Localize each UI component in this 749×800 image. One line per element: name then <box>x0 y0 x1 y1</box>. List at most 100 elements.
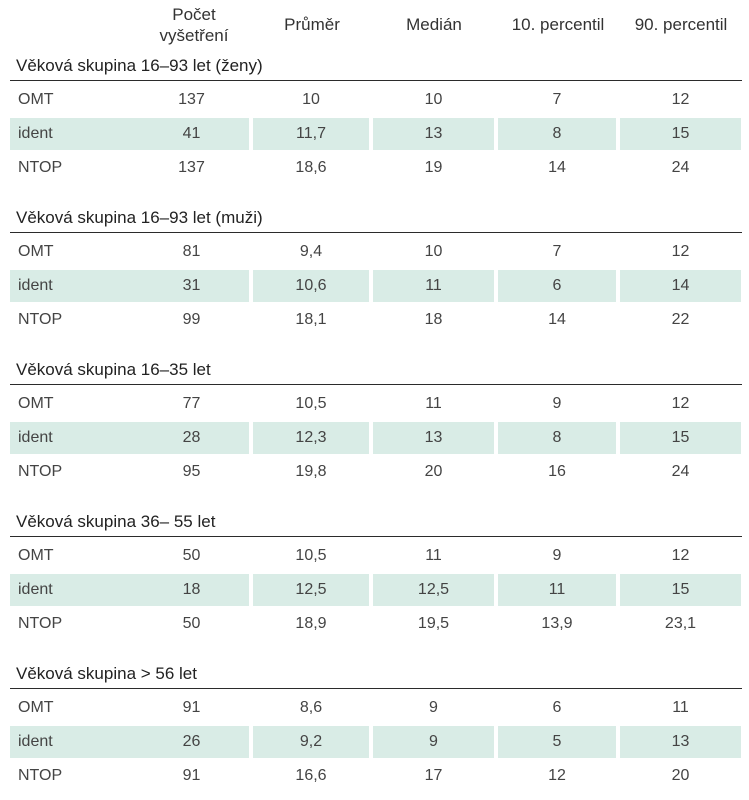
cell-p10: 7 <box>552 243 562 260</box>
cell-count: 41 <box>134 118 249 150</box>
cell-p10: 8 <box>498 422 616 454</box>
cell-p90: 15 <box>620 574 741 606</box>
cell-p10: 5 <box>498 726 616 758</box>
table-row: NTOP 91 16,6 17 12 20 <box>0 760 749 792</box>
group-divider <box>10 688 742 689</box>
cell-median: 11 <box>425 547 442 564</box>
cell-count: 50 <box>182 547 201 564</box>
row-label: ident <box>10 726 137 758</box>
cell-mean: 16,6 <box>295 767 327 784</box>
cell-mean: 18,6 <box>295 159 327 176</box>
row-label: OMT <box>18 91 54 108</box>
group-title: Věková skupina 16–35 let <box>16 360 211 379</box>
cell-count: 137 <box>178 91 205 108</box>
cell-median: 19,5 <box>417 615 450 632</box>
header-count-line1: Počet <box>172 5 216 24</box>
cell-p90: 22 <box>671 311 690 328</box>
cell-mean: 10,6 <box>253 270 369 302</box>
cell-median: 17 <box>424 767 443 784</box>
cell-p10: 6 <box>498 270 616 302</box>
cell-p90: 15 <box>620 422 741 454</box>
group-title: Věková skupina 16–93 let (muži) <box>16 208 263 227</box>
row-label: OMT <box>18 547 54 564</box>
table-row: ident 41 11,7 13 8 15 <box>0 118 749 150</box>
cell-p10: 8 <box>498 118 616 150</box>
cell-p90: 24 <box>671 159 690 176</box>
cell-mean: 10 <box>302 91 320 108</box>
group-divider <box>10 232 742 233</box>
header-count: Počet vyšetření <box>136 4 252 46</box>
cell-p10: 14 <box>548 159 566 176</box>
row-label: ident <box>10 118 137 150</box>
cell-p90: 12 <box>671 91 690 108</box>
cell-mean: 8,6 <box>299 699 323 716</box>
row-label: NTOP <box>18 159 63 176</box>
group-divider <box>10 384 742 385</box>
table-header: Počet vyšetření Průměr Medián 10. percen… <box>0 0 749 54</box>
cell-mean: 18,9 <box>295 615 327 632</box>
cell-count: 28 <box>134 422 249 454</box>
header-count-line2: vyšetření <box>159 26 229 45</box>
cell-mean: 10,5 <box>295 395 327 412</box>
cell-p90: 24 <box>671 463 690 480</box>
cell-p90: 11 <box>672 699 689 716</box>
cell-p10: 14 <box>548 311 566 328</box>
cell-p90: 12 <box>671 243 690 260</box>
table-row: ident 31 10,6 11 6 14 <box>0 270 749 302</box>
table-row: NTOP 50 18,9 19,5 13,9 23,1 <box>0 608 749 640</box>
cell-median: 20 <box>424 463 443 480</box>
cell-p90: 12 <box>671 547 690 564</box>
age-group-16-35: Věková skupina 16–35 let OMT 77 10,5 11 … <box>0 359 749 489</box>
cell-mean: 19,8 <box>295 463 327 480</box>
cell-mean: 9,2 <box>253 726 369 758</box>
table-row: OMT 81 9,4 10 7 12 <box>0 236 749 268</box>
cell-p10: 6 <box>552 699 562 716</box>
cell-p10: 13,9 <box>541 615 573 632</box>
age-group-over-56: Věková skupina > 56 let OMT 91 8,6 9 6 1… <box>0 663 749 793</box>
cell-mean: 12,3 <box>253 422 369 454</box>
cell-median: 10 <box>424 91 443 108</box>
table-row: ident 28 12,3 13 8 15 <box>0 422 749 454</box>
row-label: OMT <box>18 699 54 716</box>
table-row: ident 18 12,5 12,5 11 15 <box>0 574 749 606</box>
cell-p10: 12 <box>548 767 566 784</box>
cell-p90: 13 <box>620 726 741 758</box>
row-label: NTOP <box>18 463 63 480</box>
row-label: OMT <box>18 395 54 412</box>
row-label: NTOP <box>18 767 63 784</box>
cell-count: 91 <box>182 767 201 784</box>
header-p10: 10. percentil <box>511 15 605 34</box>
table-row: OMT 137 10 10 7 12 <box>0 84 749 116</box>
cell-p90: 20 <box>671 767 690 784</box>
cell-p10: 7 <box>552 91 562 108</box>
cell-p90: 12 <box>671 395 690 412</box>
age-group-women-16-93: Věková skupina 16–93 let (ženy) OMT 137 … <box>0 55 749 185</box>
table-row: NTOP 137 18,6 19 14 24 <box>0 152 749 184</box>
row-label: ident <box>10 422 137 454</box>
cell-count: 137 <box>178 159 205 176</box>
cell-count: 26 <box>134 726 249 758</box>
header-mean: Průměr <box>284 15 340 34</box>
header-median: Medián <box>406 15 462 34</box>
table-row: NTOP 95 19,8 20 16 24 <box>0 456 749 488</box>
cell-median: 18 <box>424 311 443 328</box>
table-row: OMT 50 10,5 11 9 12 <box>0 540 749 572</box>
cell-mean: 10,5 <box>295 547 327 564</box>
header-p90: 90. percentil <box>634 15 728 34</box>
row-label: ident <box>10 574 137 606</box>
group-divider <box>10 80 742 81</box>
cell-median: 19 <box>424 159 443 176</box>
table-row: OMT 77 10,5 11 9 12 <box>0 388 749 420</box>
cell-p10: 11 <box>498 574 616 606</box>
age-group-36-55: Věková skupina 36– 55 let OMT 50 10,5 11… <box>0 511 749 641</box>
cell-mean: 18,1 <box>295 311 327 328</box>
cell-median: 13 <box>373 422 494 454</box>
cell-mean: 11,7 <box>253 118 369 150</box>
cell-median: 12,5 <box>373 574 494 606</box>
row-label: OMT <box>18 243 54 260</box>
cell-p90: 15 <box>620 118 741 150</box>
table-row: ident 26 9,2 9 5 13 <box>0 726 749 758</box>
cell-count: 99 <box>182 311 201 328</box>
cell-p10: 9 <box>552 547 562 564</box>
group-title: Věková skupina 36– 55 let <box>16 512 216 531</box>
